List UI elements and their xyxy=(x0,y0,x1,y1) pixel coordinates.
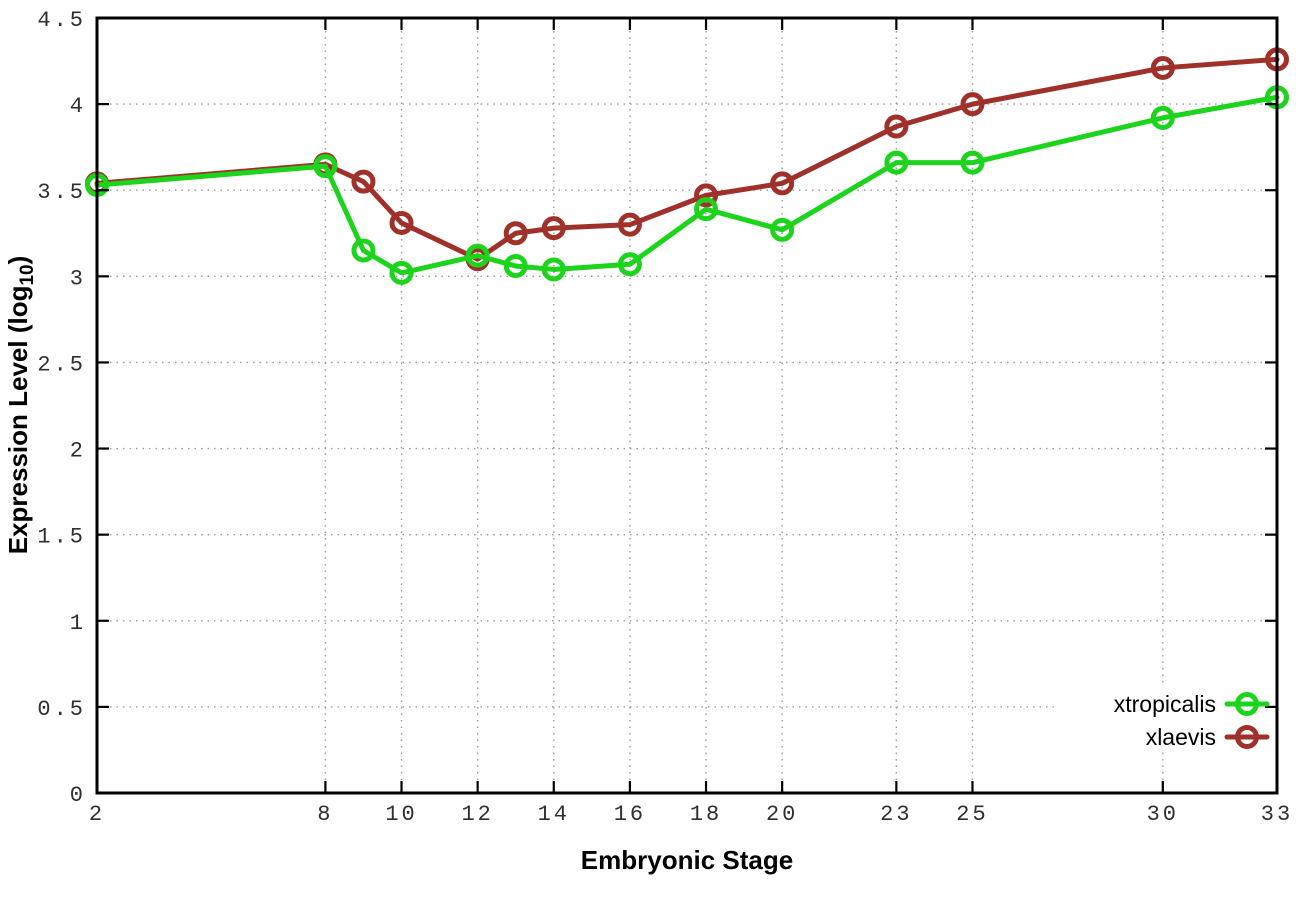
legend-item-xlaevis: xlaevis xyxy=(1146,724,1270,750)
y-tick-label: 3 xyxy=(70,266,86,291)
data-point-xlaevis xyxy=(617,212,642,237)
series-xtropicalis xyxy=(85,85,1289,285)
plot-border xyxy=(95,16,1279,795)
x-tick-label: 25 xyxy=(956,802,988,827)
data-point-xtropicalis xyxy=(617,252,642,277)
data-point-xlaevis xyxy=(884,114,909,139)
y-tick-label: 0.5 xyxy=(37,697,86,722)
data-point-xtropicalis xyxy=(465,243,490,268)
legend: xtropicalis xlaevis xyxy=(1114,691,1270,750)
data-point-xtropicalis xyxy=(313,154,338,179)
x-axis-title: Embryonic Stage xyxy=(581,845,793,875)
y-tick-label: 0 xyxy=(70,783,86,808)
y-tick-label: 1 xyxy=(70,611,86,636)
y-tick-label: 2.5 xyxy=(37,352,86,377)
legend-label-xlaevis: xlaevis xyxy=(1146,724,1216,750)
x-tick-label: 30 xyxy=(1147,802,1179,827)
data-point-xlaevis xyxy=(694,183,719,208)
x-tick-label: 12 xyxy=(461,802,493,827)
data-point-xlaevis xyxy=(389,210,414,235)
x-tick-label: 10 xyxy=(385,802,417,827)
data-point-xtropicalis xyxy=(1150,105,1175,130)
y-tick-label: 2 xyxy=(70,439,86,464)
data-point-xtropicalis xyxy=(351,238,376,263)
x-tick-label: 23 xyxy=(880,802,912,827)
data-point-xlaevis xyxy=(960,92,985,117)
x-tick-label: 20 xyxy=(766,802,798,827)
x-tick-label: 2 xyxy=(89,802,105,827)
data-point-xtropicalis xyxy=(541,257,566,282)
legend-marker-xlaevis xyxy=(1235,725,1259,749)
data-point-xtropicalis xyxy=(884,150,909,175)
series-group xyxy=(85,47,1289,285)
data-point-xtropicalis xyxy=(960,150,985,175)
y-tick-label: 4 xyxy=(70,94,86,119)
data-point-xlaevis xyxy=(351,169,376,194)
series-line-xtropicalis xyxy=(94,94,1280,276)
y-tick-label: 3.5 xyxy=(37,180,86,205)
x-tick-label: 18 xyxy=(690,802,722,827)
data-point-xtropicalis xyxy=(503,254,528,278)
x-tick-label: 33 xyxy=(1261,802,1293,827)
data-point-xtropicalis xyxy=(389,260,414,285)
plot-frame xyxy=(95,16,1279,795)
y-axis-title: Expression Level (log10) xyxy=(3,256,38,555)
tick-labels: 2 8 10 12 14 16 18 20 23 25 30 33 0 0.5 1 1.5 2 2.5 3 3.5 4 4… xyxy=(37,8,1293,827)
legend-item-xtropicalis: xtropicalis xyxy=(1114,691,1270,717)
data-point-xtropicalis xyxy=(770,217,795,242)
y-tick-label: 1.5 xyxy=(37,525,86,550)
x-tick-label: 8 xyxy=(317,802,333,827)
data-point-xlaevis xyxy=(770,171,795,196)
data-point-xtropicalis xyxy=(694,197,719,222)
x-tick-label: 16 xyxy=(614,802,646,827)
x-tick-label: 14 xyxy=(538,802,570,827)
data-point-xlaevis xyxy=(503,221,528,246)
data-point-xlaevis xyxy=(541,216,566,241)
series-xlaevis xyxy=(85,47,1289,272)
legend-marker-xtropicalis xyxy=(1235,692,1259,716)
y-tick-label: 4.5 xyxy=(37,8,86,33)
legend-label-xtropicalis: xtropicalis xyxy=(1114,691,1216,717)
series-line-xlaevis xyxy=(94,56,1280,262)
data-point-xlaevis xyxy=(1150,55,1175,80)
